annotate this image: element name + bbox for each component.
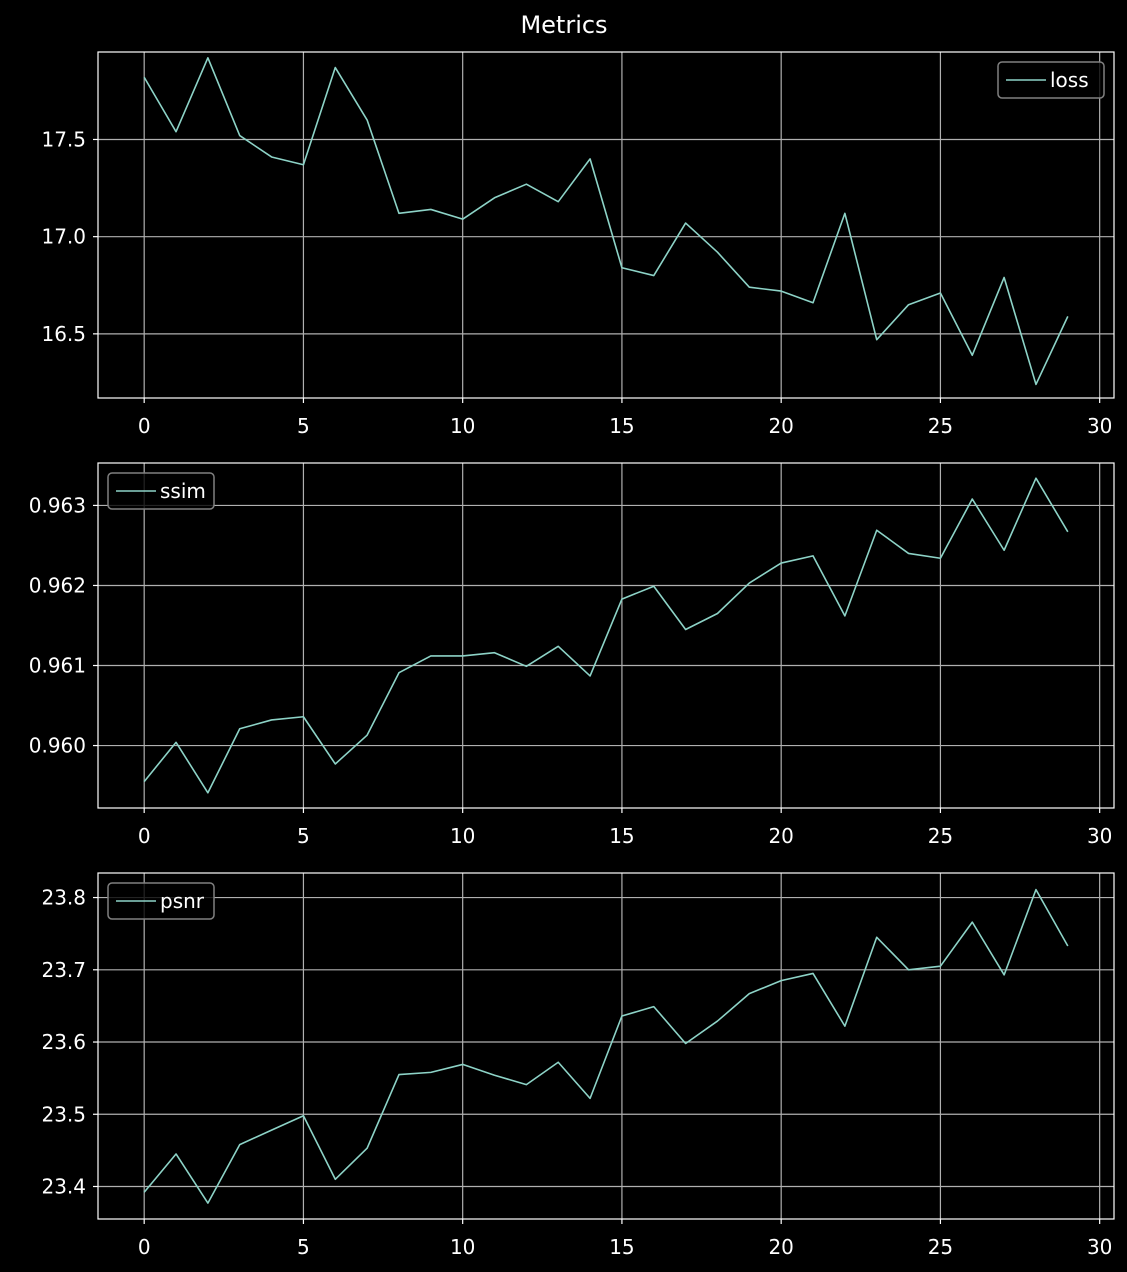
psnr-subplot: 0 5 10 15 20 25 30 23.4 23.5 23.6 23.7 23.8 psnr [41, 872, 1115, 1259]
legend-label: loss [1050, 68, 1089, 92]
y-tick-label: 23.4 [41, 1174, 86, 1198]
y-tick-label: 0.962 [29, 573, 86, 597]
series-line-psnr [143, 888, 1069, 1204]
legend-box [997, 61, 1105, 99]
series-line-ssim [143, 477, 1069, 794]
legend-box [107, 472, 215, 510]
y-tick-label: 23.5 [41, 1102, 86, 1126]
x-tick-label: 20 [768, 1235, 793, 1259]
axes-background [98, 873, 1114, 1219]
x-tick-label: 20 [768, 824, 793, 848]
x-tick-label: 0 [138, 414, 151, 438]
axes-frame [97, 462, 1115, 809]
x-tick-label: 15 [609, 1235, 634, 1259]
ssim-subplot: 0 5 10 15 20 25 30 0.960 0.961 0.962 0.963 ssim [29, 462, 1115, 848]
x-tick-label: 10 [450, 1235, 475, 1259]
legend-box [107, 882, 215, 920]
x-tick-label: 0 [138, 824, 151, 848]
x-tick-label: 20 [768, 414, 793, 438]
legend-label: ssim [160, 479, 206, 503]
x-tick-label: 10 [450, 824, 475, 848]
x-tick-label: 25 [928, 1235, 953, 1259]
y-tick-label: 0.960 [29, 734, 86, 758]
axes-background [98, 52, 1114, 398]
y-tick-label: 0.963 [29, 493, 86, 517]
figure-title: Metrics [520, 11, 607, 39]
legend-label: psnr [160, 889, 205, 913]
y-tick-label: 23.8 [41, 886, 86, 910]
axes-frame [97, 872, 1115, 1220]
y-tick-label: 17.0 [41, 225, 86, 249]
x-tick-label: 5 [297, 414, 310, 438]
y-tick-label: 23.7 [41, 958, 86, 982]
x-tick-label: 25 [928, 824, 953, 848]
x-tick-label: 15 [609, 414, 634, 438]
x-tick-label: 5 [297, 1235, 310, 1259]
y-tick-label: 17.5 [41, 127, 86, 151]
x-tick-label: 15 [609, 824, 634, 848]
x-tick-label: 30 [1087, 414, 1112, 438]
series-line-loss [143, 57, 1069, 386]
x-tick-label: 5 [297, 824, 310, 848]
x-tick-label: 10 [450, 414, 475, 438]
axes-frame [97, 51, 1115, 399]
x-tick-label: 30 [1087, 824, 1112, 848]
y-tick-label: 23.6 [41, 1030, 86, 1054]
x-tick-label: 25 [928, 414, 953, 438]
y-tick-label: 16.5 [41, 322, 86, 346]
loss-subplot: 0 5 10 15 20 25 30 16.5 17.0 17.5 loss [41, 51, 1115, 438]
x-tick-label: 30 [1087, 1235, 1112, 1259]
x-tick-label: 0 [138, 1235, 151, 1259]
y-tick-label: 0.961 [29, 654, 86, 678]
